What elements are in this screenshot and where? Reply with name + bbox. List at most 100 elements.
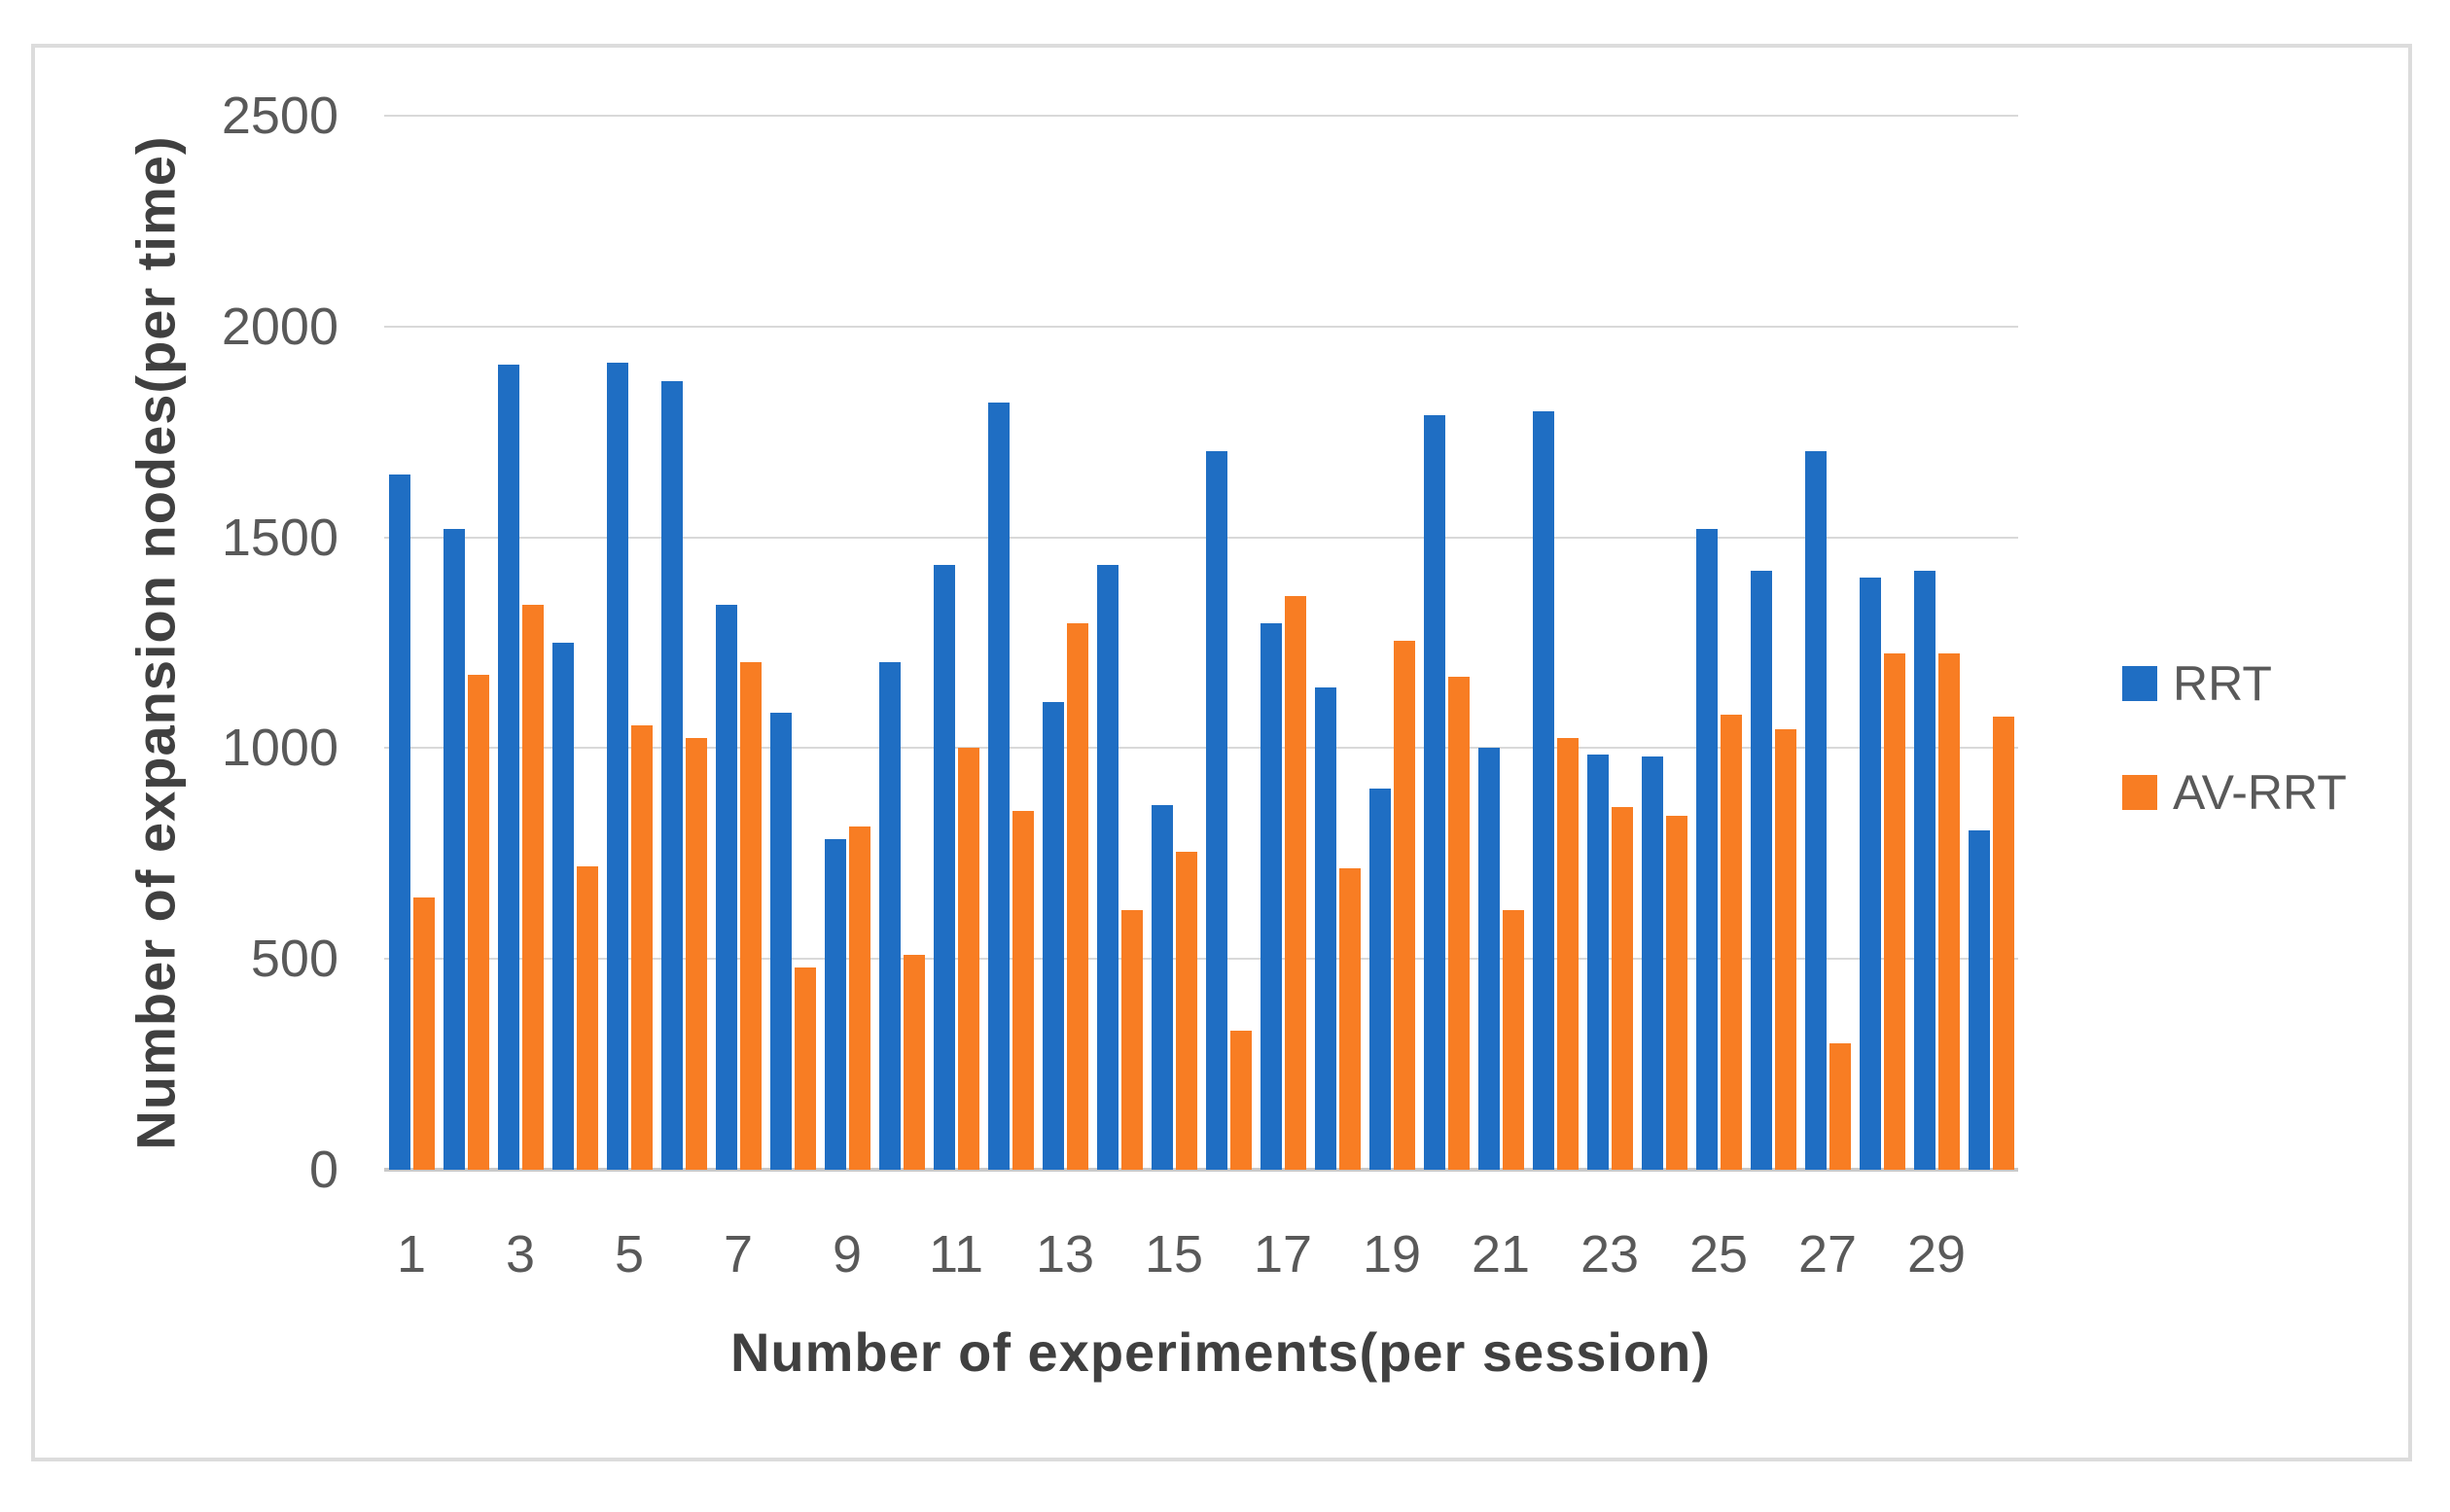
bar-group-25 [1691, 116, 1746, 1170]
bar-av-rrt-30 [1992, 717, 2014, 1170]
x-axis-line [384, 1168, 2018, 1172]
bar-av-rrt-12 [1012, 811, 1034, 1170]
bar-rrt-29 [1913, 571, 1935, 1170]
legend-item-av-rrt: AV-RRT [2122, 765, 2347, 820]
bar-av-rrt-16 [1229, 1031, 1252, 1170]
bar-av-rrt-19 [1393, 641, 1415, 1170]
bar-group-17 [1256, 116, 1310, 1170]
bar-av-rrt-13 [1066, 623, 1088, 1170]
bar-group-9 [820, 116, 874, 1170]
x-axis-tick-label-3: 3 [505, 1225, 536, 1283]
chart-legend: RRT AV-RRT [2122, 656, 2347, 820]
bar-rrt-5 [606, 363, 628, 1170]
bar-rrt-26 [1750, 571, 1772, 1170]
bar-av-rrt-14 [1120, 910, 1143, 1170]
bar-group-5 [602, 116, 657, 1170]
bar-group-6 [657, 116, 711, 1170]
legend-label-av-rrt: AV-RRT [2173, 765, 2347, 820]
x-axis-tick-label-29: 29 [1906, 1225, 1967, 1283]
bar-rrt-21 [1477, 748, 1500, 1170]
bar-rrt-8 [769, 713, 792, 1170]
legend-label-rrt: RRT [2173, 656, 2272, 711]
bar-rrt-11 [933, 565, 955, 1170]
bar-av-rrt-10 [903, 955, 925, 1170]
gridline-2000 [384, 325, 2018, 328]
y-axis-tick-label-2000: 2000 [221, 297, 338, 356]
bar-av-rrt-9 [848, 826, 870, 1170]
bar-rrt-9 [824, 839, 846, 1170]
bar-rrt-10 [878, 662, 901, 1170]
bar-group-11 [929, 116, 983, 1170]
x-axis-tick-label-23: 23 [1580, 1225, 1640, 1283]
bar-group-13 [1038, 116, 1092, 1170]
bar-group-15 [1147, 116, 1201, 1170]
bar-group-22 [1528, 116, 1582, 1170]
bar-rrt-2 [443, 529, 465, 1170]
bar-av-rrt-26 [1774, 729, 1796, 1170]
y-axis-tick-label-0: 0 [308, 1141, 338, 1199]
legend-swatch-av-rrt [2122, 775, 2157, 810]
bar-rrt-27 [1804, 451, 1827, 1170]
bar-group-16 [1201, 116, 1256, 1170]
bar-group-23 [1582, 116, 1637, 1170]
bar-av-rrt-20 [1447, 677, 1470, 1170]
bar-av-rrt-1 [412, 897, 435, 1170]
bar-av-rrt-15 [1175, 852, 1197, 1170]
bar-rrt-19 [1368, 789, 1391, 1170]
x-axis-tick-label-1: 1 [396, 1225, 427, 1283]
bar-av-rrt-17 [1284, 596, 1306, 1170]
bar-group-20 [1419, 116, 1474, 1170]
y-axis-tick-label-500: 500 [250, 930, 338, 989]
bar-rrt-20 [1423, 415, 1445, 1170]
bar-av-rrt-6 [685, 738, 707, 1170]
bar-rrt-17 [1260, 623, 1282, 1170]
gridline-1000 [384, 747, 2018, 750]
bar-av-rrt-27 [1829, 1043, 1851, 1170]
x-axis-title: Number of experiments(per session) [729, 1321, 1712, 1383]
bar-rrt-4 [551, 643, 574, 1170]
y-axis-tick-label-1000: 1000 [221, 719, 338, 778]
bar-group-28 [1855, 116, 1909, 1170]
x-axis-tick-label-5: 5 [614, 1225, 645, 1283]
bar-rrt-3 [497, 365, 519, 1170]
bar-av-rrt-25 [1720, 715, 1742, 1170]
gridline-1500 [384, 536, 2018, 539]
bar-group-4 [548, 116, 602, 1170]
bar-group-27 [1800, 116, 1855, 1170]
x-axis-tick-label-25: 25 [1688, 1225, 1749, 1283]
x-axis-tick-label-9: 9 [832, 1225, 863, 1283]
bar-rrt-28 [1859, 578, 1881, 1170]
bar-group-24 [1637, 116, 1691, 1170]
bar-rrt-13 [1042, 702, 1064, 1170]
bar-group-8 [765, 116, 820, 1170]
bar-av-rrt-29 [1937, 653, 1960, 1170]
bar-rrt-23 [1586, 755, 1609, 1170]
bar-rrt-22 [1532, 411, 1554, 1170]
bar-group-10 [874, 116, 929, 1170]
bar-av-rrt-11 [957, 748, 979, 1170]
x-axis-tick-label-13: 13 [1035, 1225, 1095, 1283]
bar-av-rrt-5 [630, 725, 653, 1170]
bar-rrt-25 [1695, 529, 1718, 1170]
bar-av-rrt-21 [1502, 910, 1524, 1170]
bar-av-rrt-24 [1665, 816, 1687, 1170]
bar-group-21 [1474, 116, 1528, 1170]
bar-rrt-30 [1968, 830, 1990, 1170]
x-axis-tick-label-15: 15 [1144, 1225, 1204, 1283]
bar-rrt-24 [1641, 756, 1663, 1170]
bar-av-rrt-23 [1611, 807, 1633, 1170]
bar-av-rrt-4 [576, 866, 598, 1170]
bar-rrt-18 [1314, 687, 1336, 1170]
bar-group-19 [1365, 116, 1419, 1170]
bar-group-18 [1310, 116, 1365, 1170]
bar-av-rrt-8 [794, 967, 816, 1170]
x-axis-tick-label-19: 19 [1362, 1225, 1422, 1283]
bar-group-2 [439, 116, 493, 1170]
y-axis-title: Number of expansion nodes(per time) [124, 135, 187, 1150]
legend-item-rrt: RRT [2122, 656, 2347, 711]
bar-group-14 [1092, 116, 1147, 1170]
bar-av-rrt-7 [739, 662, 762, 1170]
bar-av-rrt-2 [467, 675, 489, 1170]
bar-group-12 [983, 116, 1038, 1170]
plot-area [384, 115, 2018, 1172]
